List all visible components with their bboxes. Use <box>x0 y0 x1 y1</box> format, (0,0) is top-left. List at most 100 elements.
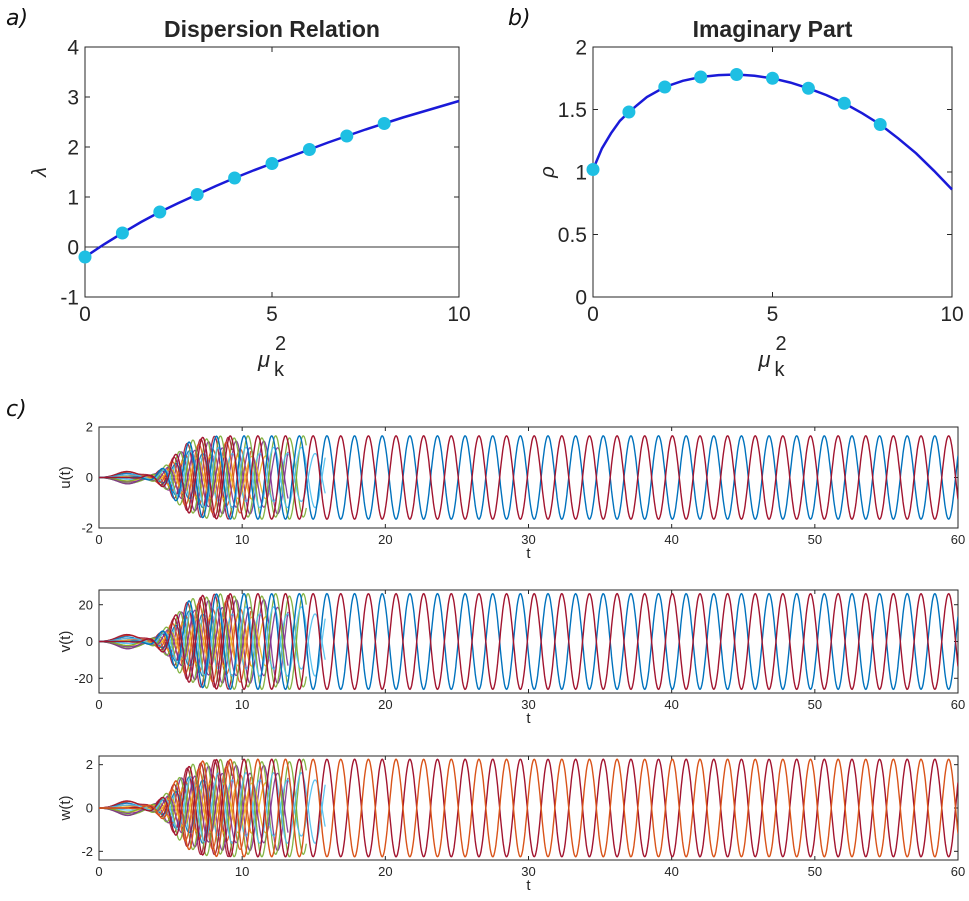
y-tick-label: 1.5 <box>558 99 587 122</box>
panel-label-b: b) <box>508 6 531 31</box>
y-tick-label: 0 <box>86 470 93 485</box>
x-tick-label: 60 <box>951 697 965 712</box>
x-tick-label: 60 <box>951 864 965 879</box>
series-line-transient <box>99 606 326 677</box>
y-tick-label: 2 <box>86 420 93 435</box>
x-tick-label: 10 <box>235 697 249 712</box>
data-point <box>340 129 354 143</box>
series-line-transient <box>99 772 326 844</box>
data-point <box>730 68 744 81</box>
y-axis-label: ρ <box>537 166 559 178</box>
series-line-blue <box>99 592 958 691</box>
x-tick-label: 0 <box>95 697 102 712</box>
y-tick-label: -1 <box>60 286 79 309</box>
y-tick-label: 0 <box>86 801 93 816</box>
y-axis-label: λ <box>29 167 51 178</box>
y-tick-label: 4 <box>67 36 79 59</box>
series-line-blue <box>99 434 958 521</box>
chart-title: Imaginary Part <box>693 16 853 42</box>
data-point <box>622 105 636 119</box>
x-axis-label: t <box>526 710 531 727</box>
x-tick-label: 10 <box>235 864 249 879</box>
x-tick-label: 0 <box>79 303 91 326</box>
data-point <box>873 118 887 131</box>
data-point <box>153 205 167 219</box>
series-line-transient <box>99 436 233 518</box>
x-tick-label: 50 <box>808 864 822 879</box>
x-tick-label: 0 <box>95 532 102 547</box>
x-tick-label: 5 <box>266 303 278 326</box>
x-tick-label: 20 <box>378 697 392 712</box>
plot-area <box>84 46 460 298</box>
series-line-red <box>99 434 958 521</box>
series-line-red <box>99 758 958 858</box>
series-line-orange <box>99 758 958 858</box>
series-line-transient <box>99 760 233 856</box>
y-axis-label: u(t) <box>57 466 74 489</box>
x-tick-label: 5 <box>767 303 779 326</box>
series-group <box>99 592 958 691</box>
data-point <box>658 80 672 94</box>
x-tick-label: 20 <box>378 532 392 547</box>
data-point <box>190 188 204 201</box>
x-tick-label: 50 <box>808 697 822 712</box>
y-tick-label: 0.5 <box>558 224 587 247</box>
series-line-transient <box>99 447 289 508</box>
x-tick-label: 0 <box>95 864 102 879</box>
data-point <box>801 81 815 95</box>
series-line-transient <box>99 440 289 515</box>
y-tick-label: -2 <box>81 844 93 859</box>
x-axis-label-superscript: 2 <box>776 333 787 355</box>
x-tick-label: 20 <box>378 864 392 879</box>
x-axis-label-superscript: 2 <box>275 333 286 355</box>
data-point <box>766 71 779 85</box>
x-tick-label: 30 <box>521 532 535 547</box>
x-tick-label: 40 <box>664 864 678 879</box>
x-axis-label: t <box>526 545 531 562</box>
plot-area <box>592 46 953 298</box>
y-axis-label: v(t) <box>57 631 74 653</box>
y-tick-label: 2 <box>575 36 587 59</box>
panel-label-a: a) <box>6 6 29 31</box>
x-axis-label: t <box>526 877 531 894</box>
data-point <box>377 117 391 130</box>
series-group <box>99 434 958 521</box>
x-axis-label-subscript: k <box>775 359 786 381</box>
series-group <box>99 758 958 858</box>
series-line-transient <box>99 772 289 844</box>
y-tick-label: 1 <box>67 186 79 209</box>
y-axis-label: w(t) <box>57 796 74 822</box>
x-tick-label: 40 <box>664 697 678 712</box>
y-tick-label: -2 <box>81 521 93 536</box>
y-tick-label: 1 <box>575 161 587 184</box>
x-tick-label: 0 <box>587 303 599 326</box>
x-tick-label: 10 <box>940 303 963 326</box>
panel-label-c: c) <box>6 397 27 422</box>
series-line-red <box>99 592 958 691</box>
y-tick-label: 2 <box>67 136 79 159</box>
x-axis-label-subscript: k <box>274 359 285 381</box>
x-axis-label: μ <box>257 347 270 372</box>
x-tick-label: 40 <box>664 532 678 547</box>
series-line-transient <box>99 598 289 685</box>
y-tick-label: 0 <box>86 634 93 649</box>
y-tick-label: 0 <box>67 236 79 259</box>
data-point <box>265 157 279 170</box>
y-tick-label: -20 <box>74 671 93 686</box>
y-tick-label: 3 <box>67 86 79 109</box>
x-tick-label: 10 <box>235 532 249 547</box>
x-tick-label: 30 <box>521 864 535 879</box>
data-point <box>586 163 600 176</box>
x-tick-label: 30 <box>521 697 535 712</box>
x-tick-label: 10 <box>447 303 470 326</box>
data-point <box>302 143 316 156</box>
chart-title: Dispersion Relation <box>164 16 380 42</box>
data-point <box>78 250 92 264</box>
y-tick-label: 2 <box>86 757 93 772</box>
